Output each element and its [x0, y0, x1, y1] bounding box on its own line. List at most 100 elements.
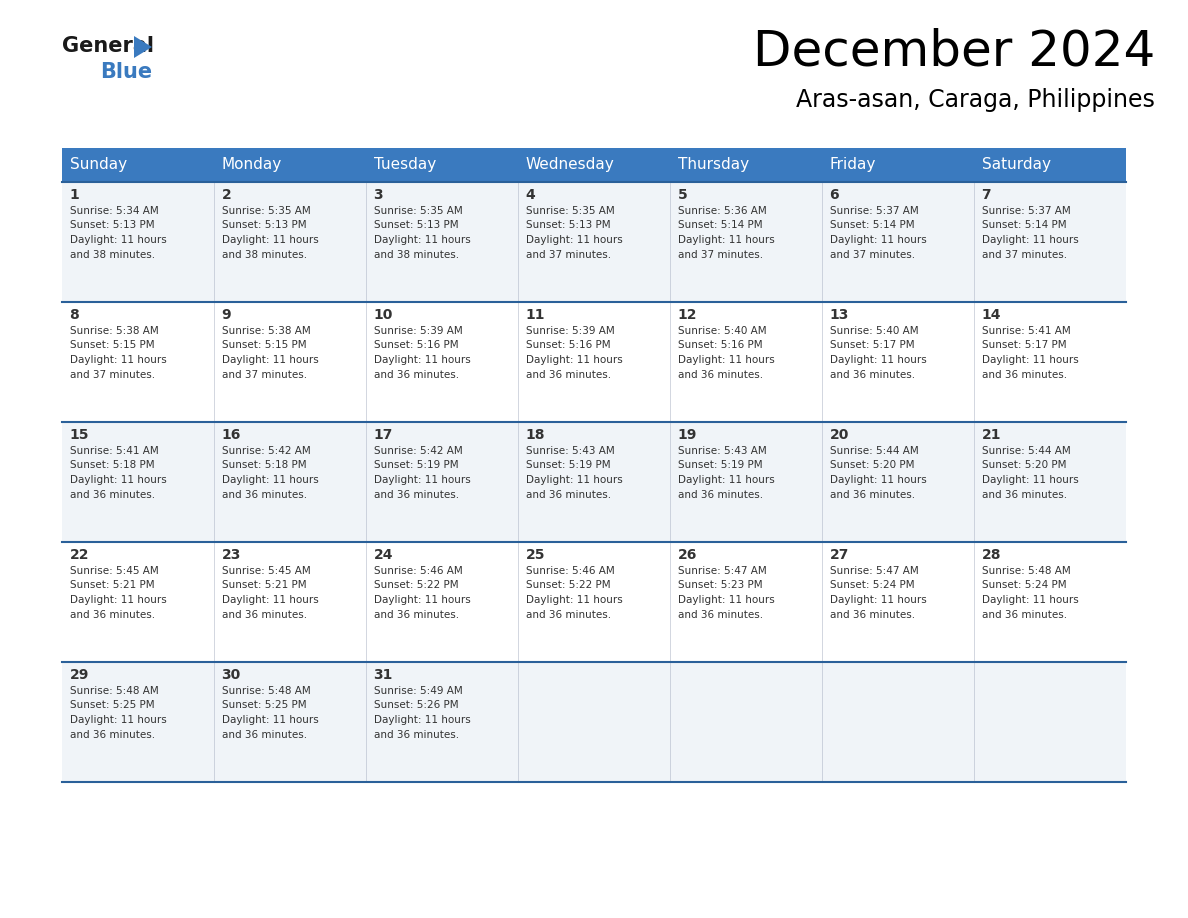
Text: Daylight: 11 hours: Daylight: 11 hours — [981, 355, 1079, 365]
Text: and 36 minutes.: and 36 minutes. — [373, 610, 459, 620]
Text: and 36 minutes.: and 36 minutes. — [525, 489, 611, 499]
Text: Sunrise: 5:35 AM: Sunrise: 5:35 AM — [373, 206, 462, 216]
Text: Sunset: 5:16 PM: Sunset: 5:16 PM — [677, 341, 763, 351]
Text: Sunset: 5:16 PM: Sunset: 5:16 PM — [525, 341, 611, 351]
Text: 6: 6 — [829, 188, 839, 202]
Text: and 36 minutes.: and 36 minutes. — [373, 730, 459, 740]
Text: Sunrise: 5:38 AM: Sunrise: 5:38 AM — [70, 326, 158, 336]
Text: 4: 4 — [525, 188, 536, 202]
Text: Sunrise: 5:42 AM: Sunrise: 5:42 AM — [222, 446, 310, 456]
Text: December 2024: December 2024 — [753, 28, 1155, 76]
Text: 10: 10 — [373, 308, 393, 322]
Bar — [62, 302, 1126, 422]
Text: 29: 29 — [70, 668, 89, 682]
Text: Thursday: Thursday — [677, 158, 748, 173]
Text: and 36 minutes.: and 36 minutes. — [981, 370, 1067, 379]
Bar — [62, 148, 214, 182]
Text: and 37 minutes.: and 37 minutes. — [222, 370, 307, 379]
Text: Sunset: 5:26 PM: Sunset: 5:26 PM — [373, 700, 459, 711]
Text: Sunrise: 5:49 AM: Sunrise: 5:49 AM — [373, 686, 462, 696]
Text: Daylight: 11 hours: Daylight: 11 hours — [525, 595, 623, 605]
Text: 13: 13 — [829, 308, 849, 322]
Text: Sunrise: 5:48 AM: Sunrise: 5:48 AM — [222, 686, 310, 696]
Text: Sunrise: 5:47 AM: Sunrise: 5:47 AM — [677, 566, 766, 576]
Text: and 36 minutes.: and 36 minutes. — [525, 370, 611, 379]
Text: and 38 minutes.: and 38 minutes. — [222, 250, 307, 260]
Text: 15: 15 — [70, 428, 89, 442]
Text: 19: 19 — [677, 428, 697, 442]
Text: Sunrise: 5:48 AM: Sunrise: 5:48 AM — [981, 566, 1070, 576]
Text: Sunset: 5:16 PM: Sunset: 5:16 PM — [373, 341, 459, 351]
Text: and 36 minutes.: and 36 minutes. — [70, 489, 154, 499]
Text: Daylight: 11 hours: Daylight: 11 hours — [70, 715, 166, 725]
Text: Daylight: 11 hours: Daylight: 11 hours — [981, 595, 1079, 605]
Text: and 38 minutes.: and 38 minutes. — [373, 250, 459, 260]
Text: and 38 minutes.: and 38 minutes. — [70, 250, 154, 260]
Text: Sunset: 5:13 PM: Sunset: 5:13 PM — [525, 220, 611, 230]
Text: Daylight: 11 hours: Daylight: 11 hours — [373, 235, 470, 245]
Text: Sunset: 5:20 PM: Sunset: 5:20 PM — [981, 461, 1066, 471]
Text: Sunset: 5:19 PM: Sunset: 5:19 PM — [373, 461, 459, 471]
Text: 28: 28 — [981, 548, 1001, 562]
Text: General: General — [62, 36, 154, 56]
Text: Daylight: 11 hours: Daylight: 11 hours — [829, 355, 927, 365]
Bar — [214, 148, 366, 182]
Text: 30: 30 — [222, 668, 241, 682]
Text: and 36 minutes.: and 36 minutes. — [829, 489, 915, 499]
Text: Sunrise: 5:37 AM: Sunrise: 5:37 AM — [829, 206, 918, 216]
Text: and 36 minutes.: and 36 minutes. — [222, 730, 307, 740]
Text: and 36 minutes.: and 36 minutes. — [829, 370, 915, 379]
Text: and 36 minutes.: and 36 minutes. — [677, 370, 763, 379]
Bar — [670, 148, 822, 182]
Text: Sunrise: 5:39 AM: Sunrise: 5:39 AM — [373, 326, 462, 336]
Text: Sunset: 5:21 PM: Sunset: 5:21 PM — [222, 580, 307, 590]
Text: 12: 12 — [677, 308, 697, 322]
Text: Sunrise: 5:47 AM: Sunrise: 5:47 AM — [829, 566, 918, 576]
Text: and 36 minutes.: and 36 minutes. — [373, 489, 459, 499]
Bar — [822, 148, 974, 182]
Text: Sunset: 5:13 PM: Sunset: 5:13 PM — [222, 220, 307, 230]
Text: Saturday: Saturday — [981, 158, 1050, 173]
Text: Sunrise: 5:36 AM: Sunrise: 5:36 AM — [677, 206, 766, 216]
Bar — [366, 148, 518, 182]
Text: and 37 minutes.: and 37 minutes. — [829, 250, 915, 260]
Text: Sunset: 5:23 PM: Sunset: 5:23 PM — [677, 580, 763, 590]
Text: Sunset: 5:22 PM: Sunset: 5:22 PM — [525, 580, 611, 590]
Text: Sunrise: 5:41 AM: Sunrise: 5:41 AM — [70, 446, 158, 456]
Text: Sunset: 5:24 PM: Sunset: 5:24 PM — [829, 580, 915, 590]
Text: Sunset: 5:13 PM: Sunset: 5:13 PM — [70, 220, 154, 230]
Text: Sunset: 5:25 PM: Sunset: 5:25 PM — [222, 700, 307, 711]
Text: Daylight: 11 hours: Daylight: 11 hours — [70, 355, 166, 365]
Text: 18: 18 — [525, 428, 545, 442]
Text: Daylight: 11 hours: Daylight: 11 hours — [829, 235, 927, 245]
Text: Sunrise: 5:44 AM: Sunrise: 5:44 AM — [829, 446, 918, 456]
Text: and 36 minutes.: and 36 minutes. — [70, 610, 154, 620]
Text: Daylight: 11 hours: Daylight: 11 hours — [373, 715, 470, 725]
Text: Aras-asan, Caraga, Philippines: Aras-asan, Caraga, Philippines — [796, 88, 1155, 112]
Text: Daylight: 11 hours: Daylight: 11 hours — [222, 355, 318, 365]
Text: Daylight: 11 hours: Daylight: 11 hours — [373, 355, 470, 365]
Text: Sunset: 5:18 PM: Sunset: 5:18 PM — [70, 461, 154, 471]
Text: 16: 16 — [222, 428, 241, 442]
Text: Friday: Friday — [829, 158, 876, 173]
Bar — [62, 182, 1126, 302]
Text: Daylight: 11 hours: Daylight: 11 hours — [222, 595, 318, 605]
Text: Sunrise: 5:41 AM: Sunrise: 5:41 AM — [981, 326, 1070, 336]
Text: Sunrise: 5:35 AM: Sunrise: 5:35 AM — [222, 206, 310, 216]
Text: Sunset: 5:13 PM: Sunset: 5:13 PM — [373, 220, 459, 230]
Text: Daylight: 11 hours: Daylight: 11 hours — [222, 715, 318, 725]
Text: Sunset: 5:25 PM: Sunset: 5:25 PM — [70, 700, 154, 711]
Text: Tuesday: Tuesday — [373, 158, 436, 173]
Text: Daylight: 11 hours: Daylight: 11 hours — [677, 475, 775, 485]
Text: 17: 17 — [373, 428, 393, 442]
Text: Sunset: 5:17 PM: Sunset: 5:17 PM — [981, 341, 1066, 351]
Text: Sunset: 5:22 PM: Sunset: 5:22 PM — [373, 580, 459, 590]
Text: and 37 minutes.: and 37 minutes. — [677, 250, 763, 260]
Text: Sunrise: 5:40 AM: Sunrise: 5:40 AM — [829, 326, 918, 336]
Bar — [62, 422, 1126, 542]
Text: Sunrise: 5:38 AM: Sunrise: 5:38 AM — [222, 326, 310, 336]
Text: Daylight: 11 hours: Daylight: 11 hours — [222, 475, 318, 485]
Text: 23: 23 — [222, 548, 241, 562]
Text: Sunset: 5:18 PM: Sunset: 5:18 PM — [222, 461, 307, 471]
Text: Sunrise: 5:42 AM: Sunrise: 5:42 AM — [373, 446, 462, 456]
